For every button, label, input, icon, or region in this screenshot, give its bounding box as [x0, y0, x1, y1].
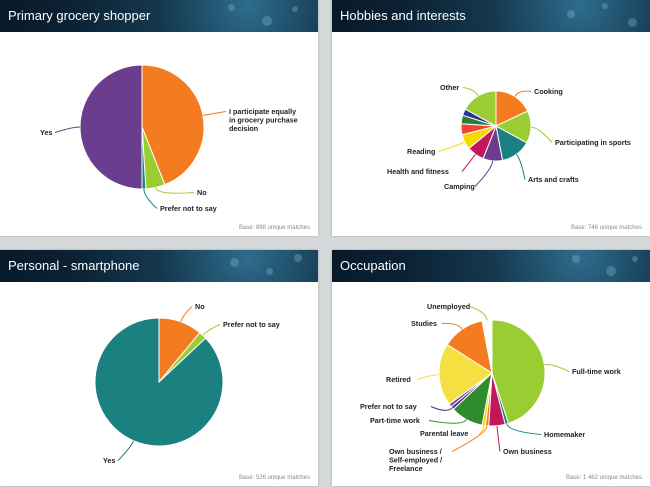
panel-smartphone: Personal - smartphone No Prefer not to sa… [0, 250, 318, 486]
leader-line [514, 90, 532, 97]
panel-title: Personal - smartphone [8, 258, 140, 273]
pie-chart: Cooking Participating in sports Arts and c… [387, 83, 631, 191]
slice-label: Studies [411, 319, 437, 328]
slice-label: Retired [386, 375, 411, 384]
leader-line [469, 306, 488, 321]
slice-label: Homemaker [544, 430, 585, 439]
base-note: Base: 898 unique matches [238, 225, 310, 231]
leader-line [474, 160, 494, 187]
panel-occupation: Occupation Full-time work Homemaker Own bu… [332, 250, 650, 486]
leader-line [544, 364, 570, 372]
panel-title: Hobbies and interests [340, 8, 466, 23]
slice-label: Part-time work [370, 416, 420, 425]
slice-label: Own business [503, 447, 552, 456]
panel-grocery: Primary grocery shopper I participate eq… [0, 0, 318, 236]
slice-label: Arts and crafts [528, 175, 579, 184]
pie-slice [481, 319, 493, 374]
leader-line [143, 188, 158, 209]
leader-line [428, 419, 467, 424]
base-note: Base: 746 unique matches [570, 225, 642, 231]
leader-line [155, 187, 195, 194]
leader-line [437, 141, 466, 152]
slice-label: Unemployed [427, 302, 470, 311]
leader-line [506, 423, 542, 435]
panel-header [0, 0, 318, 32]
slice-label: Health and fitness [387, 167, 449, 176]
pie-slice [141, 64, 205, 186]
leader-line [54, 126, 81, 133]
slice-label: I participate equally in grocery purchase… [229, 107, 298, 133]
panel-header [332, 250, 650, 282]
leader-line [530, 126, 553, 143]
pie-chart: Full-time work Homemaker Own business Own b… [360, 302, 621, 473]
slice-label: Participating in sports [555, 138, 631, 147]
leader-line [430, 406, 453, 411]
base-note: Base: 526 unique matches [238, 475, 310, 481]
slice-label: Yes [103, 456, 115, 465]
pie-slice [491, 319, 546, 425]
slice-label: Yes [40, 128, 52, 137]
leader-line [496, 425, 501, 452]
panel-title: Occupation [340, 258, 406, 273]
pie-chart: I participate equally in grocery purchase… [40, 64, 298, 213]
pie-slice [94, 317, 224, 447]
pie-slice [79, 64, 143, 190]
slice-label: Own business / Self-employed / Freelance [389, 447, 442, 473]
slice-label: No [197, 188, 207, 197]
leader-line [180, 306, 193, 322]
leader-line [451, 425, 488, 452]
leader-line [516, 154, 526, 180]
base-note: Base: 1 462 unique matches [565, 475, 642, 481]
leader-line [202, 324, 221, 336]
leader-line [416, 374, 440, 380]
panel-header [332, 0, 650, 32]
slice-label: Prefer not to say [360, 402, 417, 411]
slice-label: Cooking [534, 87, 563, 96]
leader-line [461, 154, 476, 172]
panel-header [0, 250, 318, 282]
leader-line [441, 322, 463, 330]
panel-hobbies: Hobbies and interests Cooking Participati… [332, 0, 650, 236]
leader-line [202, 111, 227, 116]
slice-label: Parental leave [420, 429, 468, 438]
leader-line [478, 425, 485, 434]
slice-label: No [195, 302, 205, 311]
slice-label: Reading [407, 147, 435, 156]
slice-label: Other [440, 83, 459, 92]
leader-line [462, 87, 479, 97]
leader-line [117, 440, 135, 461]
slice-label: Prefer not to say [223, 320, 280, 329]
panel-title: Primary grocery shopper [8, 8, 151, 23]
slice-label: Prefer not to say [160, 204, 217, 213]
slice-label: Full-time work [572, 367, 621, 376]
slice-label: Camping [444, 182, 475, 191]
pie-slice [495, 90, 529, 127]
pie-slice [438, 343, 493, 405]
pie-chart: No Prefer not to say Yes [94, 302, 280, 465]
